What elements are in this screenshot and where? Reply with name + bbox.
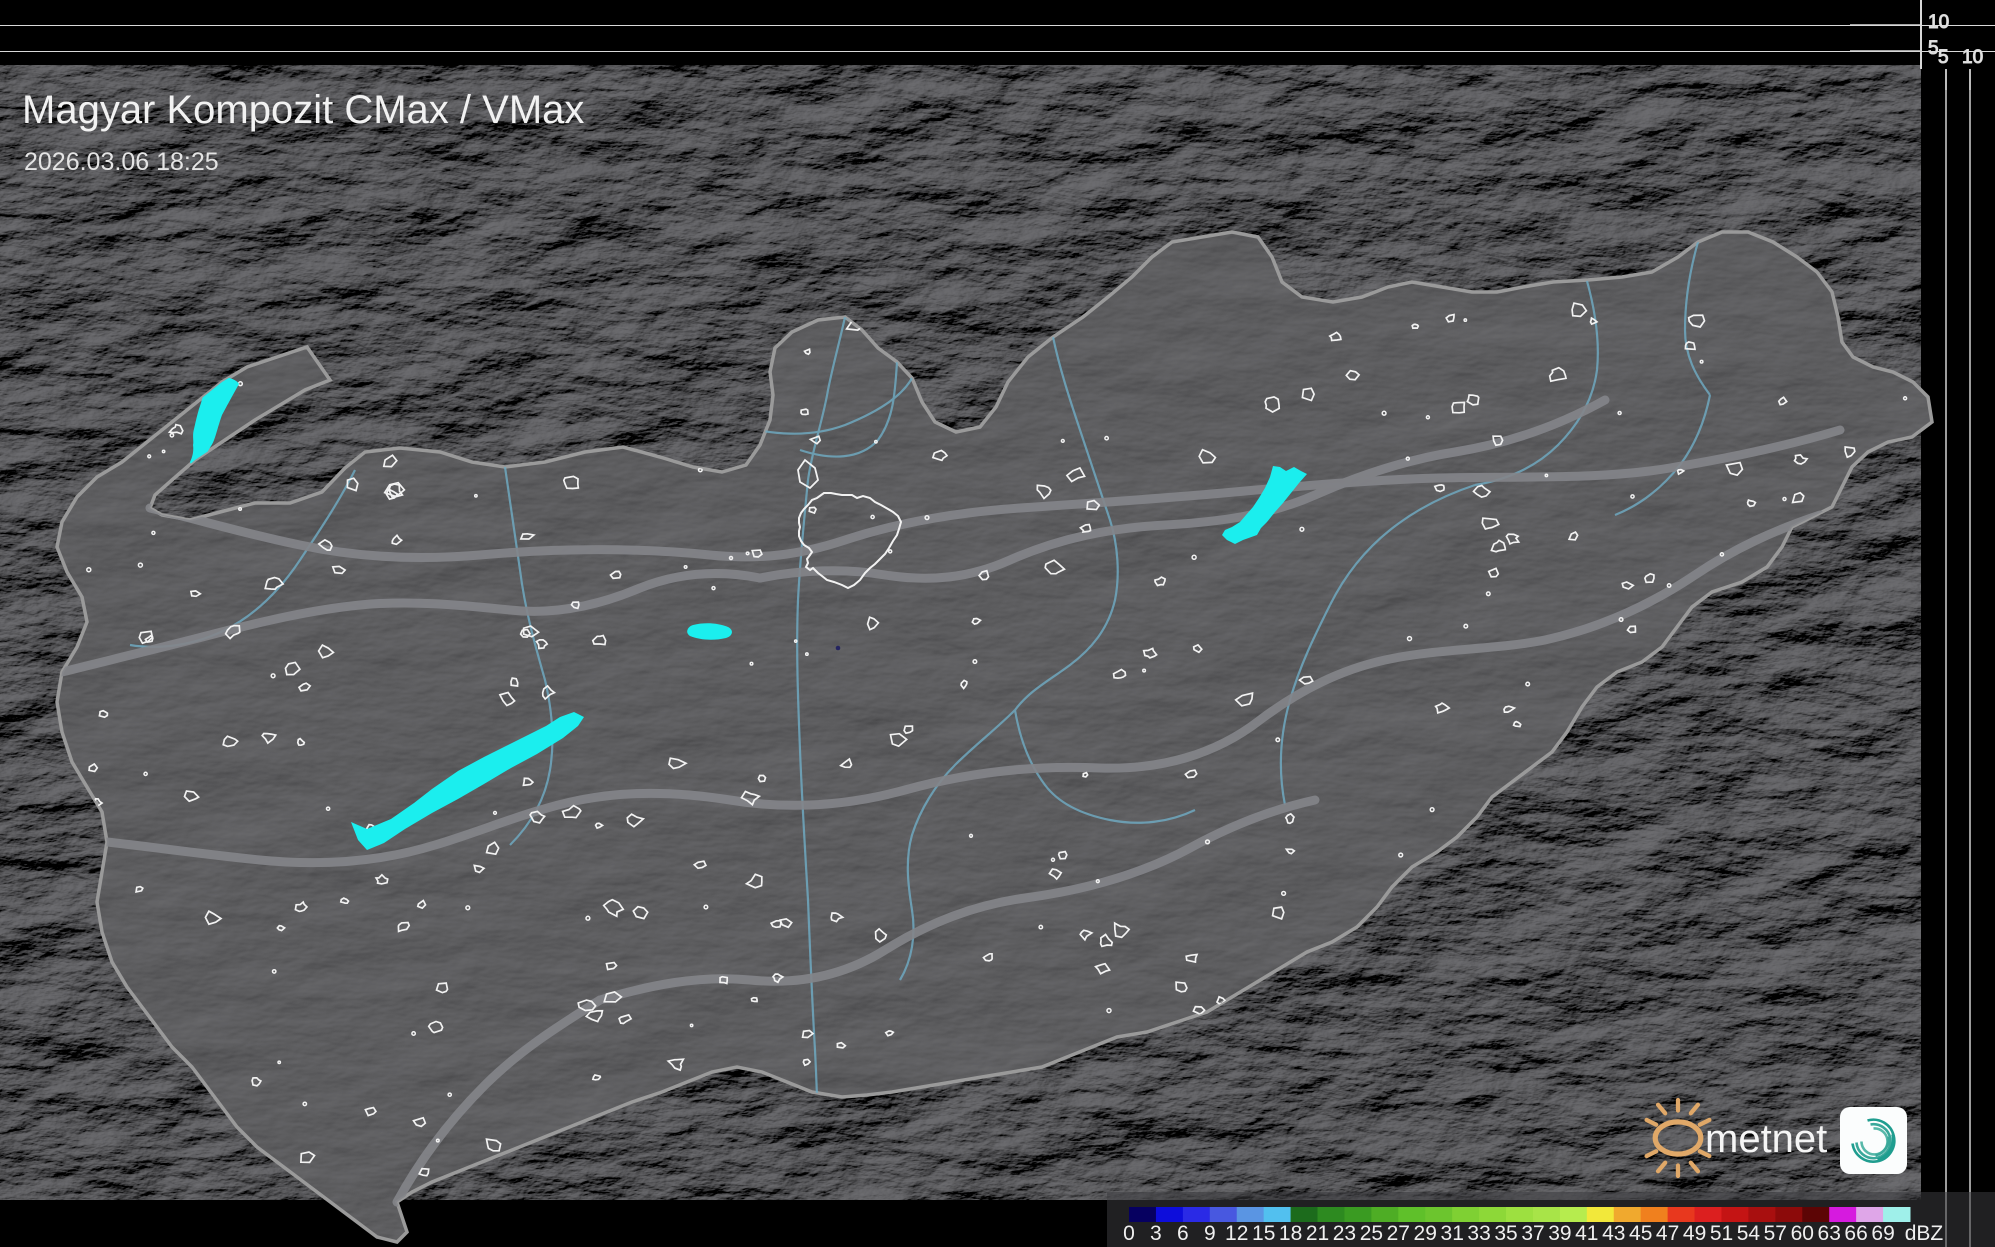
svg-text:12: 12 [1225,1222,1248,1245]
svg-text:23: 23 [1333,1222,1356,1245]
svg-text:37: 37 [1521,1222,1544,1245]
svg-text:29: 29 [1414,1222,1437,1245]
svg-text:5: 5 [1938,47,1949,68]
svg-text:27: 27 [1387,1222,1410,1245]
svg-text:49: 49 [1683,1222,1706,1245]
svg-text:35: 35 [1494,1222,1517,1245]
svg-text:33: 33 [1467,1222,1490,1245]
svg-text:25: 25 [1360,1222,1383,1245]
svg-text:31: 31 [1441,1222,1464,1245]
svg-text:47: 47 [1656,1222,1679,1245]
svg-text:9: 9 [1204,1222,1216,1245]
svg-text:39: 39 [1548,1222,1571,1245]
svg-text:3: 3 [1150,1222,1162,1245]
svg-text:54: 54 [1737,1222,1761,1245]
svg-text:metnet: metnet [1705,1117,1827,1161]
svg-text:57: 57 [1764,1222,1787,1245]
svg-text:6: 6 [1177,1222,1189,1245]
svg-text:15: 15 [1252,1222,1275,1245]
svg-text:63: 63 [1818,1222,1841,1245]
svg-text:5: 5 [1928,38,1939,59]
svg-text:dBZ: dBZ [1905,1222,1944,1245]
svg-text:51: 51 [1710,1222,1733,1245]
svg-text:41: 41 [1575,1222,1598,1245]
svg-text:69: 69 [1871,1222,1894,1245]
svg-text:21: 21 [1306,1222,1329,1245]
svg-text:60: 60 [1791,1222,1814,1245]
svg-text:66: 66 [1844,1222,1867,1245]
svg-text:18: 18 [1279,1222,1302,1245]
svg-text:45: 45 [1629,1222,1652,1245]
svg-text:10: 10 [1962,47,1983,68]
svg-text:10: 10 [1928,12,1949,33]
svg-text:0: 0 [1123,1222,1135,1245]
svg-text:43: 43 [1602,1222,1625,1245]
